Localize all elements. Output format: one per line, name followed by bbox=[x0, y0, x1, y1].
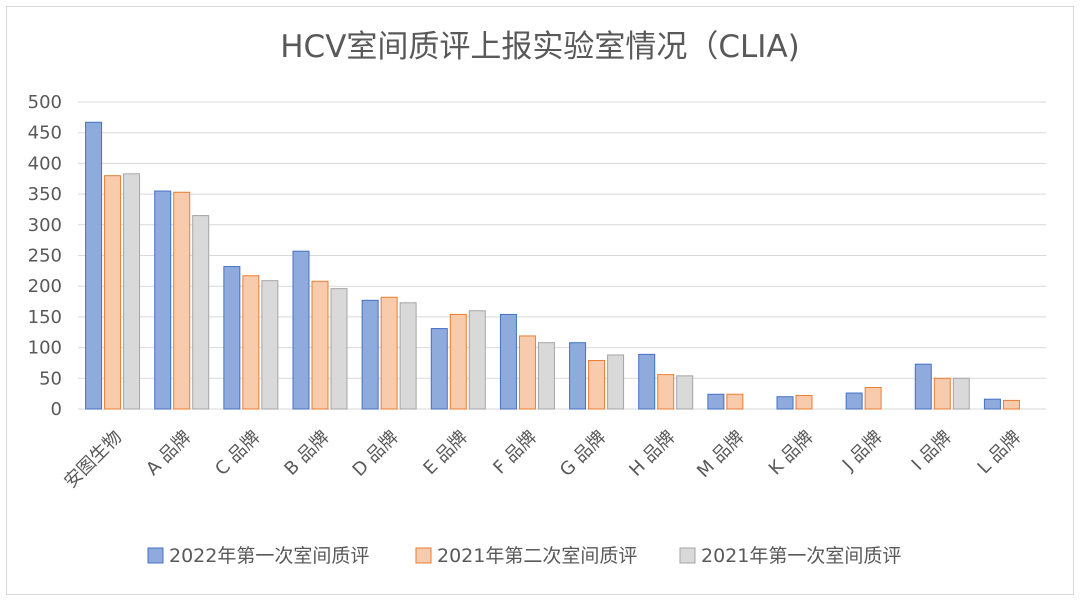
legend-label: 2021年第一次室间质评 bbox=[701, 545, 901, 567]
bar bbox=[330, 288, 348, 410]
bars-layer bbox=[85, 121, 1020, 410]
bar bbox=[588, 359, 606, 410]
bar bbox=[399, 302, 417, 410]
legend-label: 2022年第一次室间质评 bbox=[169, 545, 369, 567]
bar bbox=[707, 393, 725, 410]
x-tick-label: I 品牌 bbox=[908, 427, 956, 475]
bar bbox=[1002, 399, 1020, 410]
y-tick-label: 250 bbox=[28, 246, 62, 267]
x-tick-label: M 品牌 bbox=[693, 427, 748, 482]
grid-layer bbox=[78, 101, 1046, 410]
x-tick-label: D 品牌 bbox=[349, 427, 403, 481]
bar bbox=[726, 393, 744, 410]
bar bbox=[933, 377, 951, 410]
y-tick-label: 0 bbox=[51, 399, 62, 420]
bar bbox=[657, 374, 675, 410]
bar bbox=[776, 396, 794, 410]
legend-swatch bbox=[415, 547, 432, 564]
chart-title: HCV室间质评上报实验室情况（CLIA) bbox=[280, 29, 800, 65]
x-axis-ticks: 安图生物 A 品牌 C 品牌 B 品牌 D 品牌 E 品牌 F 品牌 G 品牌 H 品牌 M 品牌… bbox=[60, 427, 1025, 493]
x-tick-label: G 品牌 bbox=[556, 427, 610, 481]
y-tick-label: 150 bbox=[28, 307, 62, 328]
bar bbox=[123, 173, 141, 410]
y-tick-label: 500 bbox=[28, 92, 62, 113]
x-tick-label: E 品牌 bbox=[419, 427, 471, 479]
x-tick-label: C 品牌 bbox=[211, 427, 264, 480]
bar bbox=[499, 313, 517, 410]
y-tick-label: 400 bbox=[28, 153, 62, 174]
x-tick-label: F 品牌 bbox=[489, 427, 541, 479]
x-tick-label: 安图生物 bbox=[60, 427, 126, 493]
bar bbox=[676, 375, 694, 410]
y-tick-label: 100 bbox=[28, 338, 62, 359]
legend-label: 2021年第二次室间质评 bbox=[437, 545, 637, 567]
bar bbox=[518, 335, 536, 410]
x-tick-label: L 品牌 bbox=[974, 427, 1025, 478]
bar bbox=[983, 398, 1001, 410]
bar bbox=[537, 342, 555, 410]
bar bbox=[430, 328, 448, 410]
bar bbox=[154, 190, 172, 410]
x-tick-label: J 品牌 bbox=[838, 427, 887, 476]
x-tick-label: K 品牌 bbox=[765, 427, 818, 480]
y-tick-label: 200 bbox=[28, 276, 62, 297]
y-tick-label: 450 bbox=[28, 123, 62, 144]
bar bbox=[223, 266, 241, 410]
y-tick-label: 300 bbox=[28, 215, 62, 236]
bar bbox=[638, 353, 656, 410]
y-tick-label: 50 bbox=[39, 368, 62, 389]
bar bbox=[795, 394, 813, 410]
bar bbox=[192, 215, 210, 410]
x-tick-label: H 品牌 bbox=[625, 427, 679, 481]
legend-swatch bbox=[147, 547, 164, 564]
bar bbox=[380, 296, 398, 410]
bar bbox=[292, 250, 310, 410]
bar bbox=[173, 191, 191, 410]
bar bbox=[607, 354, 625, 410]
bar bbox=[85, 121, 103, 410]
bar bbox=[311, 280, 329, 410]
chart-frame bbox=[6, 6, 1074, 595]
bar bbox=[952, 377, 970, 410]
x-tick-label: A 品牌 bbox=[142, 427, 195, 480]
bar bbox=[914, 363, 932, 410]
bar bbox=[569, 342, 587, 410]
bar bbox=[261, 280, 279, 410]
y-axis-ticks: 0 50 100 150 200 250 300 350 400 450 500 bbox=[28, 92, 62, 420]
bar bbox=[845, 392, 863, 410]
bar bbox=[449, 313, 467, 410]
bar bbox=[242, 275, 260, 410]
legend-swatch bbox=[679, 547, 696, 564]
bar bbox=[104, 175, 122, 410]
x-tick-label: B 品牌 bbox=[280, 427, 333, 480]
bar bbox=[468, 310, 486, 410]
y-tick-label: 350 bbox=[28, 184, 62, 205]
legend: 2022年第一次室间质评 2021年第二次室间质评 2021年第一次室间质评 bbox=[147, 545, 901, 567]
bar bbox=[361, 299, 379, 410]
bar bbox=[864, 387, 882, 410]
